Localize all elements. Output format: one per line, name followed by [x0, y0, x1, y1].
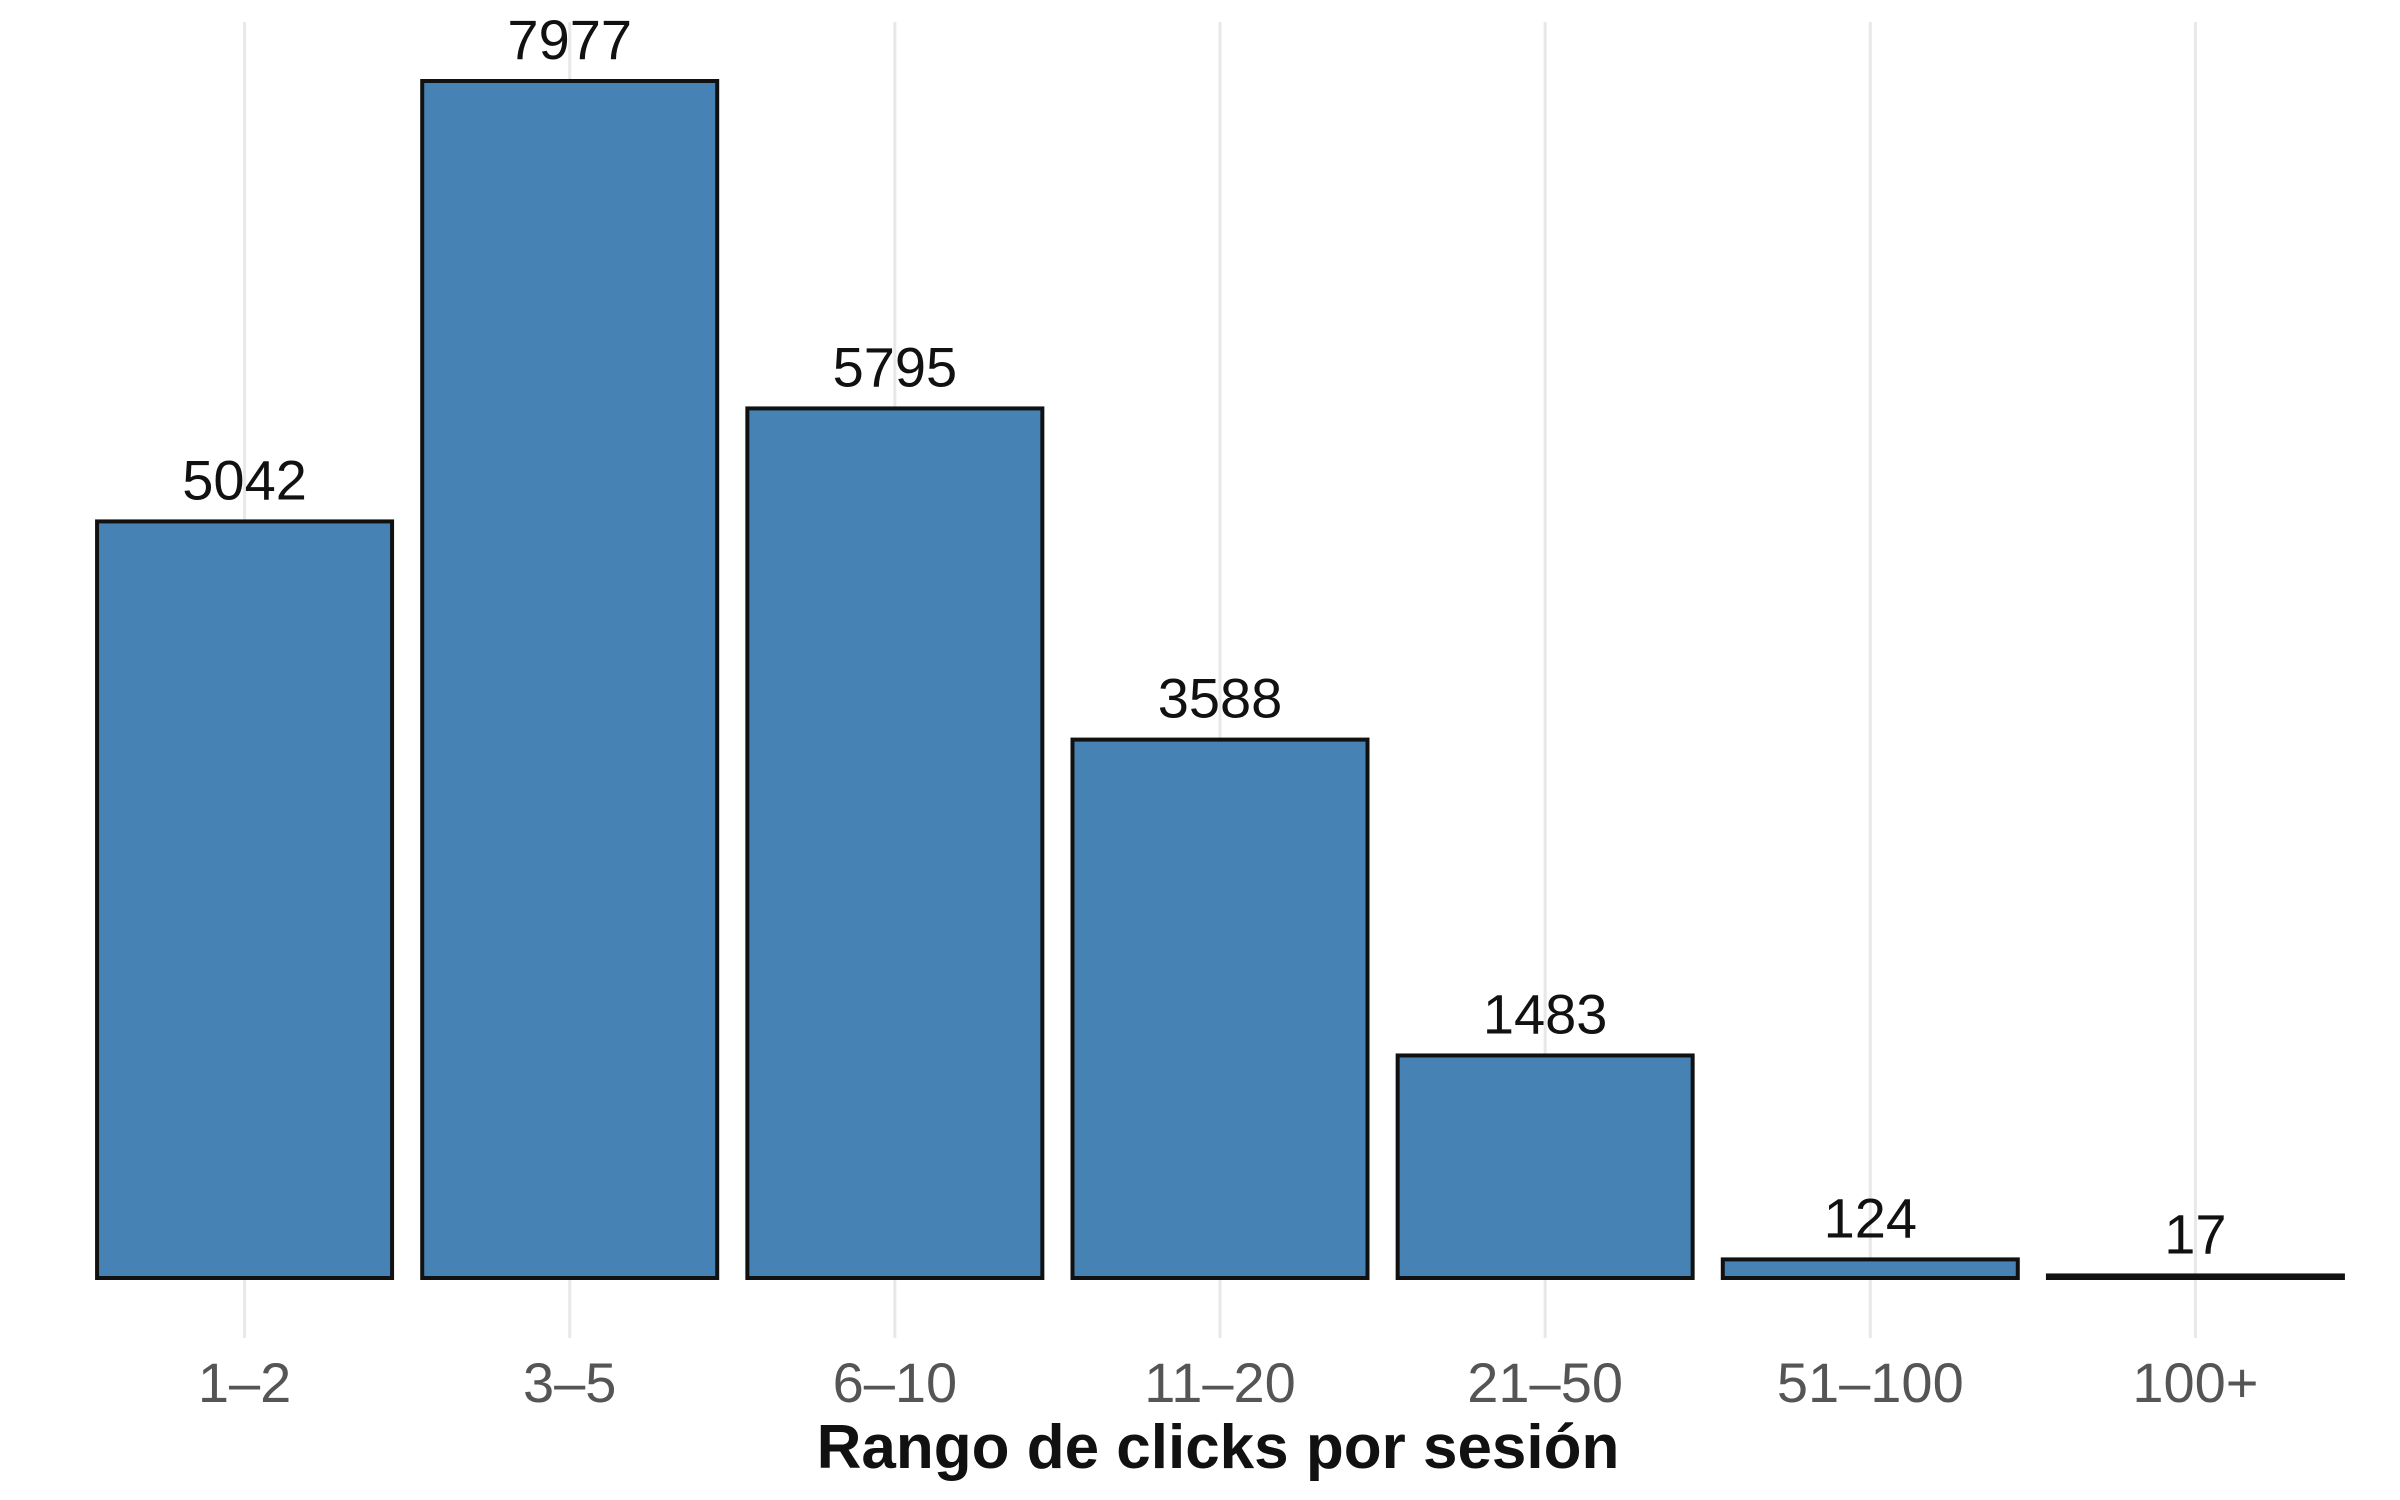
bar-4 [1070, 737, 1370, 1280]
x-tick-label: 21–50 [1467, 1351, 1623, 1414]
x-axis-title: Rango de clicks por sesión [817, 1413, 1620, 1482]
data-label: 7977 [507, 8, 632, 71]
x-tick-label: 11–20 [1144, 1351, 1296, 1414]
x-tick-label: 1–2 [198, 1351, 291, 1414]
x-tick-label: 51–100 [1777, 1351, 1964, 1414]
bar-1 [95, 519, 395, 1280]
bar-6 [1720, 1257, 2020, 1280]
bar-7 [2045, 1273, 2345, 1281]
data-label: 5795 [833, 335, 958, 398]
data-label: 5042 [182, 448, 307, 511]
x-tick-label: 6–10 [833, 1351, 958, 1414]
bars-layer [95, 79, 2345, 1281]
x-tick-labels: 1–2 3–5 6–10 11–20 21–50 51–100 100+ [198, 1351, 2259, 1414]
data-label: 3588 [1158, 667, 1283, 730]
data-label: 17 [2164, 1202, 2226, 1265]
labels-layer: 5042 7977 5795 3588 1483 124 17 [182, 8, 2226, 1265]
x-tick-label: 3–5 [523, 1351, 616, 1414]
data-label: 124 [1824, 1186, 1917, 1249]
data-label: 1483 [1483, 982, 1608, 1045]
bar-3 [745, 406, 1045, 1280]
x-tick-label: 100+ [2132, 1351, 2258, 1414]
bar-2 [420, 79, 720, 1280]
bar-5 [1395, 1053, 1695, 1280]
